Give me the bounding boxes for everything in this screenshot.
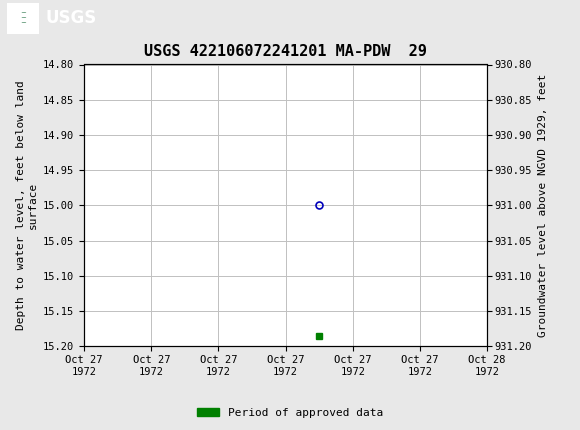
Y-axis label: Groundwater level above NGVD 1929, feet: Groundwater level above NGVD 1929, feet bbox=[538, 74, 548, 337]
Legend: Period of approved data: Period of approved data bbox=[193, 403, 387, 422]
Text: ~
~
~: ~ ~ ~ bbox=[20, 10, 26, 26]
FancyBboxPatch shape bbox=[7, 3, 39, 34]
Text: USGS: USGS bbox=[46, 9, 97, 27]
Y-axis label: Depth to water level, feet below land
surface: Depth to water level, feet below land su… bbox=[16, 80, 38, 330]
Title: USGS 422106072241201 MA-PDW  29: USGS 422106072241201 MA-PDW 29 bbox=[144, 44, 427, 59]
